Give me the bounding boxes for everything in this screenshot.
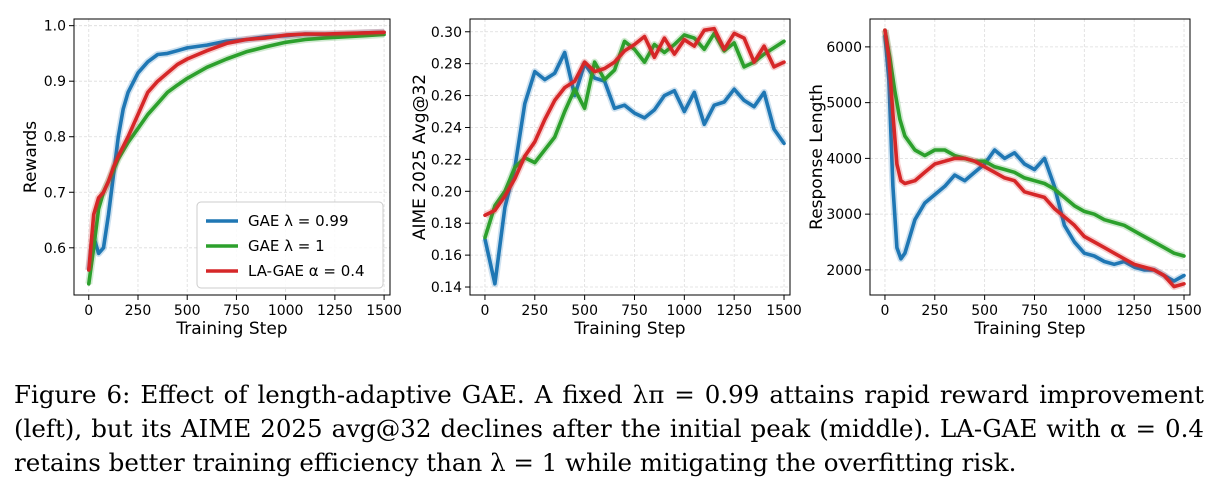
chart-panel-1: 0 250 500 750 1000 1250 1500 0.6 0.7 0.8 0.9 1.0 Tra… xyxy=(21,18,402,339)
y-tick-label: 1.0 xyxy=(44,19,66,35)
x-tick-label: 1000 xyxy=(667,303,703,319)
plot-frame xyxy=(469,18,791,296)
x-tick-label: 750 xyxy=(1021,303,1048,319)
x-tick-label: 500 xyxy=(174,303,201,319)
y-axis-label: Rewards xyxy=(21,121,41,193)
x-axis-label: Training Step xyxy=(175,319,287,339)
legend-label: GAE λ = 1 xyxy=(248,237,325,255)
series-line-3 xyxy=(87,30,386,272)
x-tick-label: 750 xyxy=(621,303,648,319)
x-tick-label: 250 xyxy=(125,303,152,319)
y-tick-label: 0.8 xyxy=(44,130,66,146)
figure-charts: 0 250 500 750 1000 1250 1500 0.6 0.7 0.8 0.9 1.0 Tra… xyxy=(21,18,1202,339)
series-line-1 xyxy=(883,33,1186,283)
series-line-3 xyxy=(483,26,786,217)
x-tick-label: 1000 xyxy=(268,303,304,319)
y-tick-label: 0.26 xyxy=(431,89,462,105)
y-tick-label: 3000 xyxy=(826,207,862,223)
plot-frame xyxy=(869,18,1191,296)
x-tick-label: 0 xyxy=(480,303,489,319)
legend: GAE λ = 0.99 GAE λ = 1 LA-GAE α = 0.4 xyxy=(196,201,384,289)
figure-caption: Figure 6: Effect of length-adaptive GAE.… xyxy=(14,378,1204,480)
y-tick-label: 0.18 xyxy=(431,216,462,232)
x-tick-label: 500 xyxy=(971,303,998,319)
series-line-3 xyxy=(883,28,1186,289)
y-tick-label: 0.24 xyxy=(431,120,462,136)
legend-label: GAE λ = 0.99 xyxy=(248,212,349,230)
y-tick-label: 6000 xyxy=(826,40,862,56)
legend-label: LA-GAE α = 0.4 xyxy=(248,262,365,280)
x-axis-label: Training Step xyxy=(573,319,685,339)
plot-frame xyxy=(73,18,391,296)
x-tick-label: 750 xyxy=(223,303,250,319)
y-tick-label: 0.14 xyxy=(431,280,462,296)
series-band xyxy=(881,29,1185,291)
x-tick-label: 1500 xyxy=(766,303,802,319)
x-tick-label: 250 xyxy=(521,303,548,319)
y-tick-label: 0.9 xyxy=(44,74,66,90)
series-line-1 xyxy=(483,50,786,286)
x-tick-label: 1250 xyxy=(317,303,353,319)
y-tick-label: 0.6 xyxy=(44,241,66,257)
y-tick-label: 0.16 xyxy=(431,248,462,264)
y-tick-label: 0.28 xyxy=(431,57,462,73)
x-tick-label: 1250 xyxy=(716,303,752,319)
legend-box xyxy=(196,201,384,289)
x-tick-label: 500 xyxy=(571,303,598,319)
series-line-2 xyxy=(483,31,786,240)
caption-text: Figure 6: Effect of length-adaptive GAE.… xyxy=(14,380,1204,477)
y-axis-label: Response Length xyxy=(807,84,827,230)
y-axis-label: AIME 2025 Avg@32 xyxy=(410,74,430,240)
chart-panel-2: 0 250 500 750 1000 1250 1500 0.14 0.16 0.18 0.20 0.… xyxy=(410,18,802,339)
chart-panel-3: 0 250 500 750 1000 1250 1500 2000 3000 4000 5000 60… xyxy=(807,18,1202,339)
x-tick-label: 1000 xyxy=(1067,303,1103,319)
x-axis-label: Training Step xyxy=(973,319,1085,339)
y-tick-label: 0.22 xyxy=(431,152,462,168)
y-tick-label: 4000 xyxy=(826,151,862,167)
y-tick-label: 0.20 xyxy=(431,184,462,200)
x-tick-label: 1500 xyxy=(366,303,402,319)
x-tick-label: 0 xyxy=(880,303,889,319)
y-tick-label: 0.7 xyxy=(44,185,66,201)
x-tick-label: 1500 xyxy=(1166,303,1202,319)
x-tick-label: 0 xyxy=(84,303,93,319)
x-tick-label: 1250 xyxy=(1116,303,1152,319)
y-tick-label: 5000 xyxy=(826,96,862,112)
x-tick-label: 250 xyxy=(921,303,948,319)
series-line-2 xyxy=(883,28,1186,258)
y-tick-label: 0.30 xyxy=(431,25,462,41)
y-tick-label: 2000 xyxy=(826,263,862,279)
